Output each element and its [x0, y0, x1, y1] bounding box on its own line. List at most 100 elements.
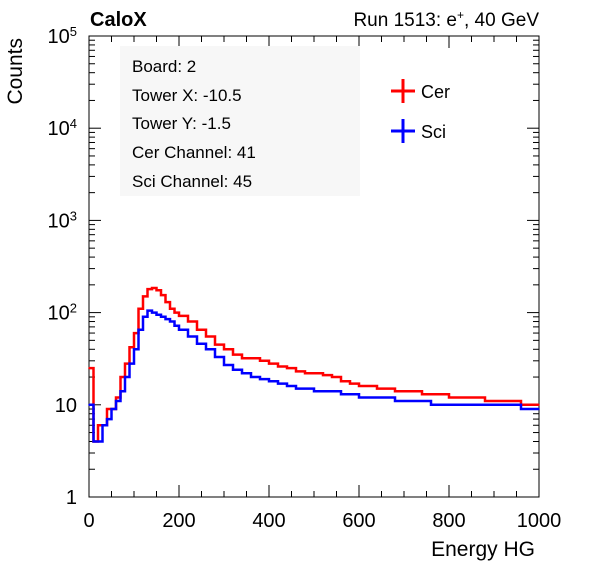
- data-point-sci: [142, 316, 144, 318]
- data-point-sci: [430, 404, 432, 406]
- y-tick-label: 105: [48, 24, 77, 49]
- data-point-cer: [124, 362, 126, 365]
- x-axis-title: Energy HG: [431, 538, 535, 561]
- data-point-sci: [511, 404, 513, 406]
- data-point-sci: [394, 400, 396, 402]
- data-point-cer: [412, 390, 414, 393]
- data-point-cer: [421, 393, 423, 396]
- data-point-cer: [232, 353, 234, 356]
- data-point-sci: [119, 390, 122, 393]
- legend-marker-sci: [391, 119, 415, 143]
- y-tick-exponent: 5: [70, 24, 77, 39]
- x-tick-label: 600: [342, 510, 375, 532]
- data-point-sci: [502, 404, 504, 406]
- data-point-cer: [88, 367, 90, 369]
- data-point-cer: [322, 374, 324, 376]
- y-tick-base: 10: [55, 395, 77, 417]
- data-point-sci: [538, 408, 540, 410]
- series-line-cer: [89, 286, 539, 443]
- data-point-sci: [232, 368, 234, 371]
- data-point-sci: [187, 335, 189, 338]
- data-point-sci: [110, 408, 113, 410]
- legend: Cer Sci: [391, 79, 450, 143]
- data-point-cer: [484, 400, 486, 402]
- data-point-cer: [196, 329, 198, 331]
- data-point-cer: [115, 396, 117, 399]
- run-suffix: , 40 GeV: [464, 10, 539, 31]
- data-point-sci: [448, 404, 450, 406]
- data-point-sci: [421, 400, 423, 402]
- data-point-sci: [124, 376, 126, 378]
- data-point-sci: [97, 440, 99, 443]
- data-point-sci: [376, 396, 378, 399]
- data-point-sci: [155, 313, 158, 316]
- x-tick-label: 400: [252, 510, 285, 532]
- info-line-tower-y: Tower Y: -1.5: [132, 114, 231, 133]
- data-point-cer: [286, 367, 288, 369]
- data-point-cer: [164, 301, 167, 303]
- x-axis: 0 200 400 600 800 1000: [83, 36, 561, 532]
- info-line-sci-channel: Sci Channel: 45: [132, 172, 252, 191]
- data-point-cer: [367, 385, 369, 387]
- data-point-sci: [277, 382, 279, 385]
- data-point-sci: [115, 400, 117, 402]
- data-point-cer: [128, 346, 131, 349]
- data-point-cer: [457, 396, 459, 399]
- data-point-sci: [106, 418, 108, 420]
- info-line-board: Board: 2: [132, 57, 196, 76]
- data-point-sci: [92, 440, 95, 443]
- y-tick-exponent: 4: [70, 116, 77, 131]
- data-point-sci: [313, 390, 315, 393]
- data-point-sci: [286, 385, 288, 387]
- data-point-cer: [187, 320, 189, 323]
- data-point-cer: [376, 387, 378, 390]
- x-tick-label: 200: [162, 510, 195, 532]
- data-point-cer: [160, 294, 162, 296]
- y-axis-title: Counts: [4, 38, 27, 105]
- x-tick-label: 0: [83, 510, 94, 532]
- y-tick-label: 1: [66, 487, 77, 509]
- data-point-sci: [151, 311, 153, 314]
- data-point-sci: [259, 378, 261, 380]
- data-point-sci: [160, 316, 162, 318]
- legend-marker-cer: [391, 79, 415, 103]
- data-point-cer: [466, 396, 468, 399]
- data-point-sci: [439, 404, 441, 406]
- y-tick-label: 103: [48, 208, 77, 233]
- data-point-sci: [137, 329, 140, 331]
- data-point-sci: [268, 380, 270, 383]
- data-point-cer: [403, 390, 405, 393]
- data-point-sci: [529, 408, 531, 410]
- brand-label: CaloX: [90, 9, 147, 31]
- data-point-sci: [349, 393, 351, 396]
- y-tick-label: 104: [48, 116, 77, 141]
- data-point-cer: [133, 332, 135, 334]
- data-point-cer: [277, 365, 279, 368]
- info-line-cer-channel: Cer Channel: 41: [132, 143, 256, 162]
- data-point-cer: [250, 357, 252, 360]
- data-point-sci: [304, 387, 306, 390]
- run-label: Run 1513: e+, 40 GeV: [353, 8, 539, 31]
- data-point-cer: [475, 396, 477, 399]
- legend-label-cer: Cer: [421, 82, 450, 102]
- data-point-sci: [178, 329, 180, 331]
- data-point-cer: [304, 372, 306, 375]
- data-point-cer: [151, 287, 153, 289]
- data-point-cer: [313, 372, 315, 375]
- data-point-cer: [511, 400, 513, 402]
- legend-label-sci: Sci: [421, 122, 446, 142]
- data-point-cer: [205, 335, 207, 338]
- data-point-cer: [331, 376, 333, 378]
- data-point-sci: [295, 387, 297, 390]
- y-tick-exponent: 2: [70, 300, 77, 315]
- data-point-cer: [142, 295, 144, 298]
- data-point-sci: [493, 404, 495, 406]
- data-point-sci: [322, 390, 324, 393]
- data-point-sci: [205, 348, 207, 351]
- data-point-cer: [214, 343, 216, 346]
- data-point-sci: [340, 393, 342, 396]
- y-tick-base: 10: [48, 303, 70, 325]
- data-point-sci: [146, 309, 149, 312]
